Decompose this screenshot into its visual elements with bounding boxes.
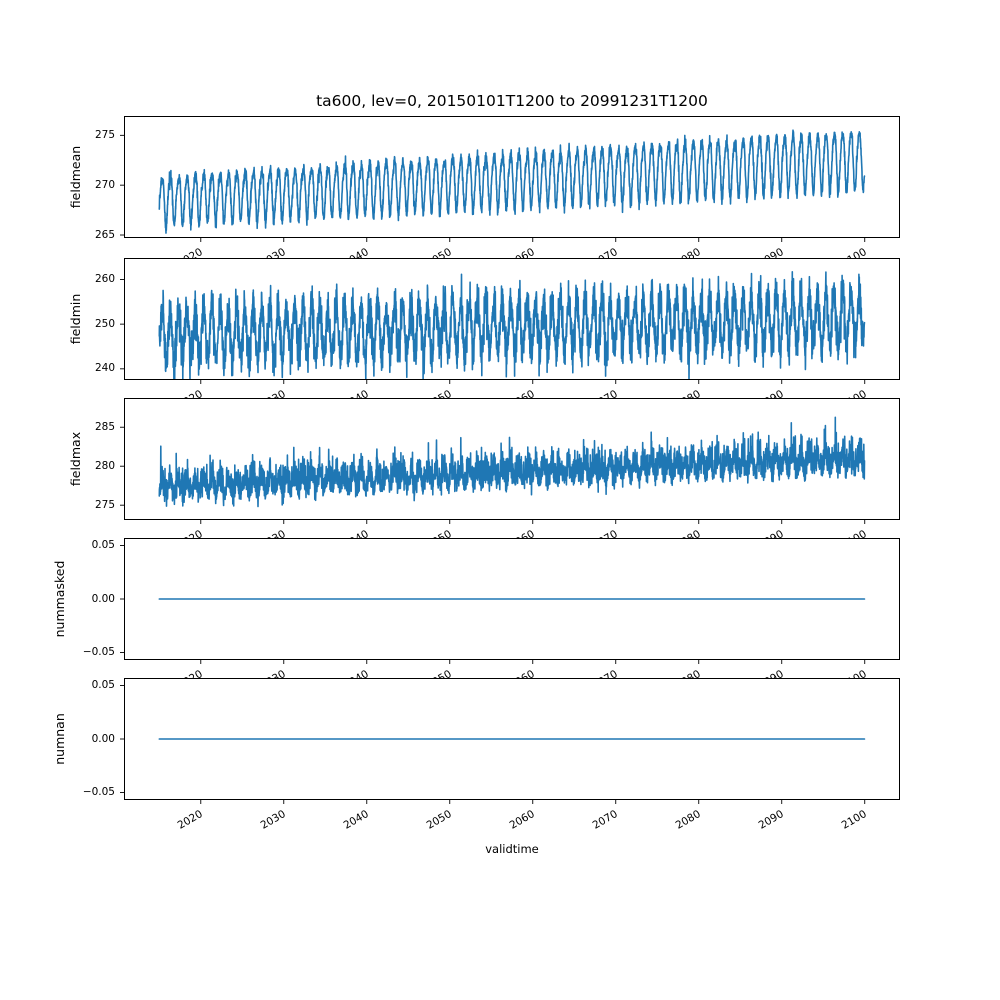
y-tick-label: −0.05: [82, 646, 115, 658]
x-tick-label: 2060: [507, 808, 537, 832]
x-tick-label: 2080: [673, 808, 703, 832]
axes-frame: [124, 538, 900, 660]
plot-area-fieldmin: [120, 258, 900, 384]
y-axis-label-fieldmax: fieldmax: [68, 431, 83, 487]
x-axis-title: validtime: [485, 842, 539, 856]
x-tick-label: 2040: [341, 808, 371, 832]
subplot-fieldmax: [120, 398, 900, 524]
y-tick-label: 0.05: [91, 538, 115, 551]
x-tick-label: 2090: [756, 808, 786, 832]
x-tick-label: 2020: [175, 808, 205, 832]
subplot-numnan: [120, 678, 900, 804]
y-axis-label-fieldmean: fieldmean: [68, 145, 83, 209]
data-line-fieldmin: [158, 271, 866, 380]
y-tick-label: 260: [94, 272, 115, 285]
y-tick-label: −0.05: [82, 786, 115, 798]
x-tick-label: 2030: [258, 808, 288, 832]
y-tick-label: 0.05: [91, 678, 115, 691]
data-line-fieldmean: [158, 129, 866, 234]
y-tick-label: 250: [94, 317, 115, 330]
y-tick-label: 270: [94, 178, 115, 191]
subplot-fieldmean: [120, 116, 900, 242]
y-tick-label: 275: [94, 498, 115, 511]
axes-frame: [124, 398, 900, 520]
plot-area-numnan: [120, 678, 900, 804]
y-axis-label-numnan: numnan: [52, 713, 67, 765]
figure-title: ta600, lev=0, 20150101T1200 to 20991231T…: [316, 92, 708, 110]
x-tick-label: 2050: [424, 808, 454, 832]
plot-area-nummasked: [120, 538, 900, 664]
y-tick-label: 275: [94, 128, 115, 141]
plot-area-fieldmean: [120, 116, 900, 242]
y-tick-label: 265: [94, 228, 115, 241]
subplot-nummasked: [120, 538, 900, 664]
y-tick-label: 0.00: [91, 732, 115, 745]
data-line-fieldmax: [158, 416, 866, 508]
x-tick-label: 2100: [839, 808, 869, 832]
y-tick-label: 285: [94, 420, 115, 433]
y-axis-label-nummasked: nummasked: [52, 560, 67, 638]
subplot-fieldmin: [120, 258, 900, 384]
axes-frame: [124, 258, 900, 380]
y-axis-label-fieldmin: fieldmin: [68, 293, 83, 345]
axes-frame: [124, 116, 900, 238]
y-tick-label: 240: [94, 362, 115, 375]
y-tick-label: 0.00: [91, 592, 115, 605]
x-tick-label: 2070: [590, 808, 620, 832]
y-tick-label: 280: [94, 459, 115, 472]
plot-area-fieldmax: [120, 398, 900, 524]
axes-frame: [124, 678, 900, 800]
